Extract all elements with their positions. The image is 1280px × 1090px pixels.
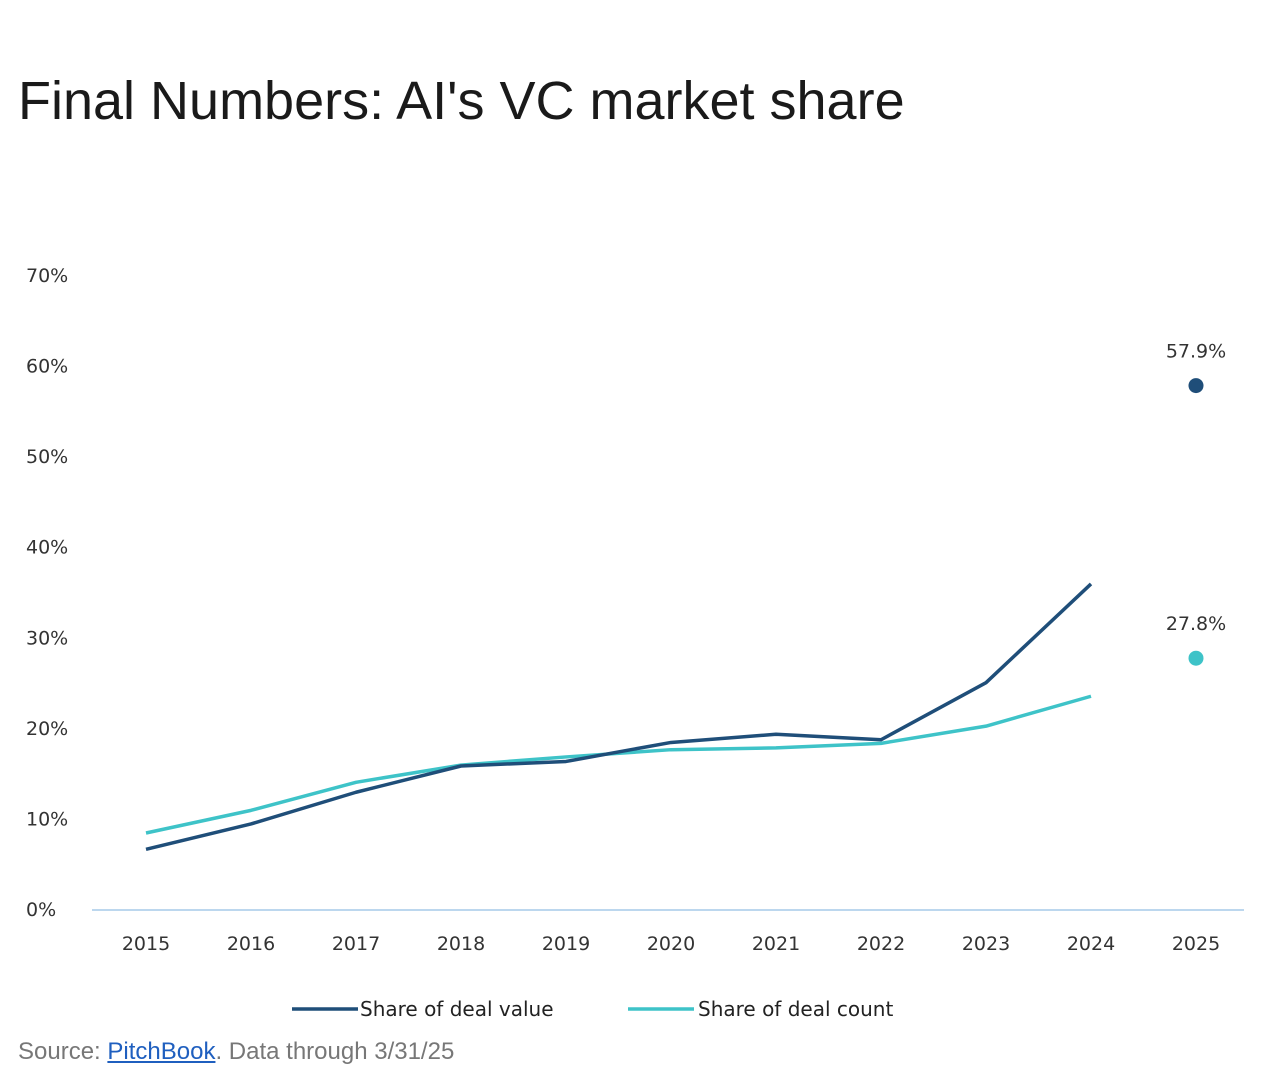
source-prefix: Source: [18,1038,108,1065]
x-tick-label: 2017 [332,933,380,955]
source-suffix: . Data through 3/31/25 [215,1038,455,1065]
x-tick-label: 2019 [542,933,590,955]
legend-label-deal-value: Share of deal value [360,997,554,1021]
x-tick-label: 2021 [752,933,800,955]
y-tick-label: 10% [26,808,68,830]
x-tick-label: 2015 [122,933,170,955]
line-chart: 0% 10% 20% 30% 40% 50% 60% 70% 2015 2016 2017 2018… [26,265,1244,1021]
y-axis-tick-labels: 0% 10% 20% 30% 40% 50% 60% 70% [26,265,68,921]
series-points: 57.9% 27.8% [1166,341,1226,666]
x-tick-label: 2022 [857,933,905,955]
x-tick-label: 2023 [962,933,1010,955]
data-point-deal-value [1188,378,1204,394]
pitchbook-link[interactable]: PitchBook [107,1038,216,1065]
series-lines [145,582,1093,852]
y-tick-label: 40% [26,537,68,559]
page-title: Final Numbers: AI's VC market share [18,71,905,131]
x-tick-label: 2024 [1067,933,1115,955]
series-line-deal-value [145,582,1093,852]
data-label-deal-value: 57.9% [1166,341,1226,363]
x-tick-label: 2025 [1172,933,1220,955]
x-tick-label: 2018 [437,933,485,955]
y-tick-label: 70% [26,265,68,287]
y-tick-label: 20% [26,718,68,740]
y-tick-label: 60% [26,356,68,378]
y-tick-label: 30% [26,627,68,649]
x-tick-label: 2020 [647,933,695,955]
source-note: Source: PitchBook. Data through 3/31/25 [18,1038,454,1066]
legend: Share of deal value Share of deal count [292,997,893,1021]
legend-label-deal-count: Share of deal count [698,997,893,1021]
y-tick-label: 0% [26,899,56,921]
y-tick-label: 50% [26,446,68,468]
x-tick-label: 2016 [227,933,275,955]
x-axis-tick-labels: 2015 2016 2017 2018 2019 2020 2021 2022 2023 2024… [122,933,1220,955]
data-point-deal-count [1188,650,1204,666]
data-label-deal-count: 27.8% [1166,613,1226,635]
